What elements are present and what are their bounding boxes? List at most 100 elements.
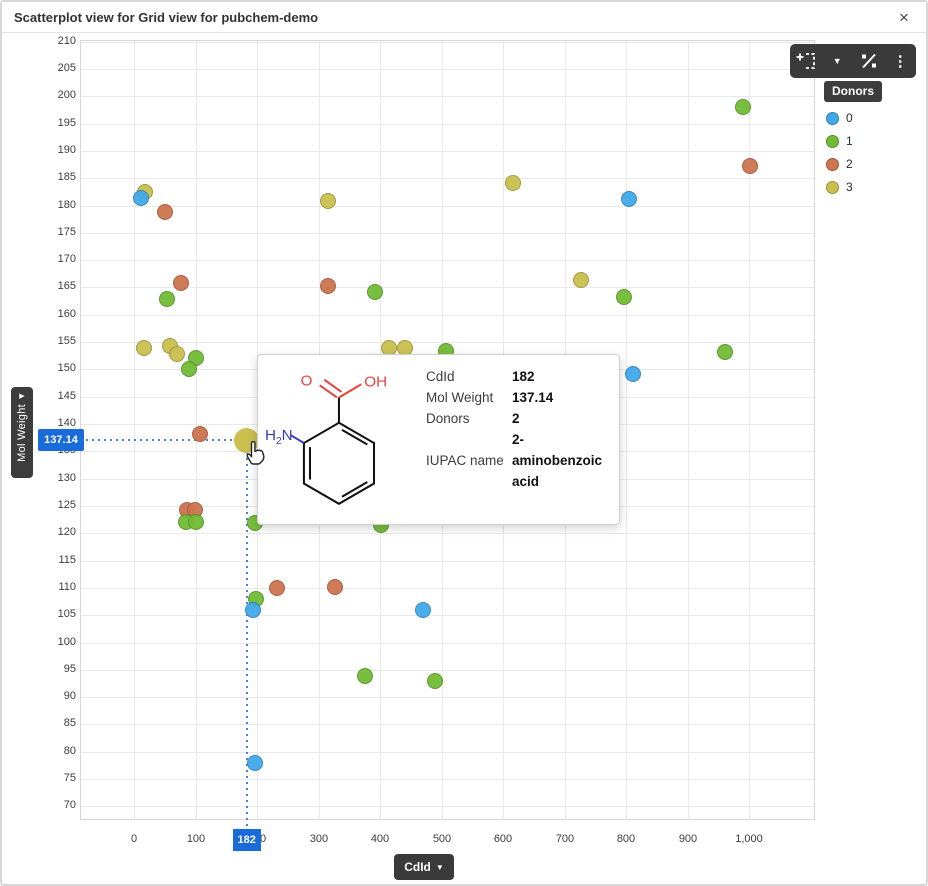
- gridline-y: [80, 42, 815, 43]
- title-bar: Scatterplot view for Grid view for pubch…: [2, 2, 926, 33]
- y-tick-label: 120: [57, 526, 76, 538]
- legend-item-0[interactable]: 0: [826, 111, 882, 125]
- y-tick-label: 180: [57, 199, 76, 211]
- kebab-menu-button[interactable]: ⋮: [887, 48, 913, 74]
- y-tick-label: 100: [57, 636, 76, 648]
- gridline-x: [134, 40, 135, 820]
- scatter-point[interactable]: [426, 672, 443, 689]
- y-value-badge: 137.14: [38, 429, 84, 452]
- scatter-point[interactable]: [172, 274, 189, 291]
- scatter-point[interactable]: [135, 339, 152, 356]
- gridline-y: [80, 96, 815, 97]
- scatter-point[interactable]: [741, 158, 758, 175]
- scatter-point[interactable]: [356, 667, 373, 684]
- y-tick-label: 185: [57, 171, 76, 183]
- tooltip-row-label: CdId: [426, 369, 455, 384]
- y-tick-label: 145: [57, 390, 76, 402]
- zoom-to-area-button[interactable]: [793, 48, 819, 74]
- gridline-y: [80, 315, 815, 316]
- chevron-down-button[interactable]: ▼: [824, 48, 850, 74]
- legend-item-3[interactable]: 3: [826, 180, 882, 194]
- zoom-to-area-icon: [796, 53, 815, 69]
- scatter-point[interactable]: [191, 426, 208, 443]
- gridline-x: [749, 40, 750, 820]
- tooltip-row-value: 137.14: [512, 390, 554, 405]
- svg-text:OH: OH: [364, 373, 387, 390]
- gridline-y: [80, 533, 815, 534]
- legend-label: 1: [846, 134, 853, 148]
- gridline-y: [80, 615, 815, 616]
- scatter-point[interactable]: [157, 203, 174, 220]
- tooltip-row-value: acid: [512, 474, 540, 489]
- scatter-point[interactable]: [620, 191, 637, 208]
- y-tick-label: 85: [63, 717, 76, 729]
- y-tick-label: 130: [57, 472, 76, 484]
- y-tick-label: 80: [63, 745, 76, 757]
- y-tick-label: 110: [58, 581, 76, 593]
- legend-title: Donors: [824, 81, 882, 102]
- scatter-point[interactable]: [320, 192, 337, 209]
- scatter-point[interactable]: [268, 579, 285, 596]
- scatter-point[interactable]: [246, 755, 263, 772]
- scatter-point[interactable]: [319, 278, 336, 295]
- scatter-point[interactable]: [132, 189, 149, 206]
- scatter-point[interactable]: [187, 514, 204, 531]
- legend-swatch: [826, 157, 839, 171]
- legend-item-1[interactable]: 1: [826, 134, 882, 148]
- gridline-x: [626, 40, 627, 820]
- y-tick-label: 90: [63, 690, 76, 702]
- gridline-y: [80, 342, 815, 343]
- scatter-point[interactable]: [414, 601, 431, 618]
- legend-item-2[interactable]: 2: [826, 157, 882, 171]
- axis-arrow-icon: ▶: [19, 393, 25, 400]
- scatter-point[interactable]: [505, 175, 521, 192]
- legend-label: 2: [846, 157, 853, 171]
- regression-button[interactable]: [856, 48, 882, 74]
- y-tick-label: 175: [57, 226, 76, 238]
- scatter-point[interactable]: [158, 290, 175, 307]
- tooltip-row-label: [426, 429, 512, 450]
- scatter-point[interactable]: [326, 579, 343, 596]
- gridline-y: [80, 752, 815, 753]
- kebab-menu-icon: ⋮: [892, 53, 908, 70]
- gridline-x: [688, 40, 689, 820]
- scatter-point[interactable]: [366, 284, 383, 301]
- tooltip-row-label: Donors: [426, 411, 470, 426]
- legend-label: 0: [846, 111, 853, 125]
- molecule-structure: O OH H2N: [266, 372, 387, 505]
- y-tick-label: 210: [57, 35, 76, 47]
- legend-swatch: [826, 111, 839, 125]
- gridline-y: [80, 779, 815, 780]
- y-tick-label: 115: [58, 554, 76, 566]
- scatter-point[interactable]: [245, 601, 262, 618]
- crosshair-vertical: [245, 452, 248, 829]
- legend-swatch: [826, 134, 839, 148]
- gridline-y: [80, 588, 815, 589]
- scatter-point[interactable]: [180, 361, 197, 378]
- scatter-point[interactable]: [615, 289, 632, 306]
- tooltip-row-value: aminobenzoic: [512, 453, 603, 468]
- y-tick-label: 195: [57, 117, 76, 129]
- x-value-badge: 182: [232, 829, 261, 851]
- y-axis-label-button[interactable]: ▶ Mol Weight: [11, 387, 33, 478]
- point-tooltip: O OH H2N CdId 182 Mol Weight 137.14 Donors 2 2…: [257, 354, 620, 525]
- scatter-point[interactable]: [716, 344, 733, 361]
- regression-slash-icon: [861, 53, 876, 69]
- window-title: Scatterplot view for Grid view for pubch…: [14, 10, 319, 25]
- y-tick-label: 140: [57, 417, 76, 429]
- x-axis-label: CdId: [404, 860, 431, 874]
- legend-label: 3: [846, 180, 853, 194]
- x-tick-label: 300: [309, 833, 329, 845]
- x-tick-label: 0: [130, 833, 138, 845]
- tooltip-row-label: [426, 471, 512, 492]
- scatter-point[interactable]: [735, 99, 752, 116]
- scatter-point[interactable]: [168, 345, 185, 362]
- close-icon[interactable]: ×: [899, 8, 909, 27]
- tooltip-row-value: 182: [512, 369, 535, 384]
- tooltip-row-value: 2: [512, 411, 520, 426]
- scatter-point[interactable]: [624, 366, 641, 383]
- y-tick-label: 205: [57, 62, 76, 74]
- x-axis-column-button[interactable]: CdId ▼: [394, 854, 454, 880]
- scatter-point[interactable]: [572, 272, 589, 289]
